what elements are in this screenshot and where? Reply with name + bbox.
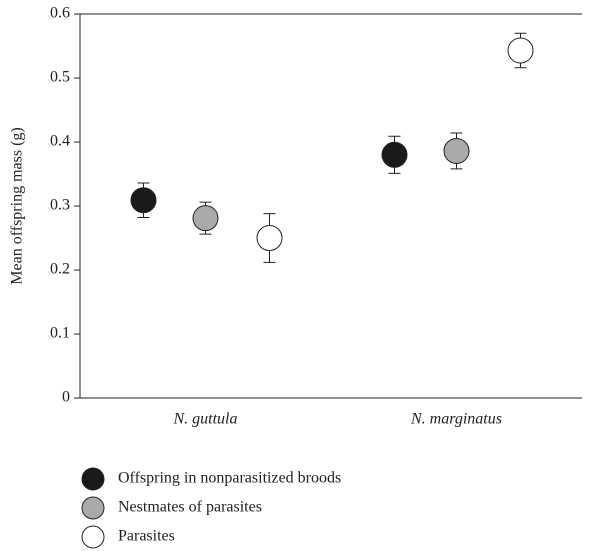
dot bbox=[256, 225, 283, 251]
y-tick-label: 0.6 bbox=[50, 5, 70, 22]
legend-label: Nestmates of parasites bbox=[118, 499, 262, 516]
dot bbox=[507, 37, 534, 64]
dot bbox=[192, 205, 219, 232]
legend-label: Offspring in nonparasitized broods bbox=[118, 470, 341, 487]
y-tick-label: 0.1 bbox=[50, 325, 70, 342]
y-tick-label: 0.5 bbox=[50, 69, 70, 86]
legend-marker bbox=[81, 496, 105, 520]
y-axis-label: Mean offspring mass (g) bbox=[9, 127, 26, 284]
legend-marker bbox=[81, 525, 105, 549]
dot bbox=[443, 137, 470, 164]
legend-label: Parasites bbox=[118, 528, 175, 545]
dot bbox=[130, 187, 157, 214]
y-tick-label: 0.4 bbox=[50, 133, 70, 150]
y-tick-label: 0.2 bbox=[50, 261, 70, 278]
legend-marker bbox=[81, 467, 105, 491]
dot bbox=[381, 141, 408, 168]
x-tick-label: N. guttula bbox=[172, 411, 237, 428]
y-tick-label: 0 bbox=[62, 389, 70, 406]
y-tick-label: 0.3 bbox=[50, 197, 70, 214]
x-tick-label: N. marginatus bbox=[410, 411, 502, 428]
